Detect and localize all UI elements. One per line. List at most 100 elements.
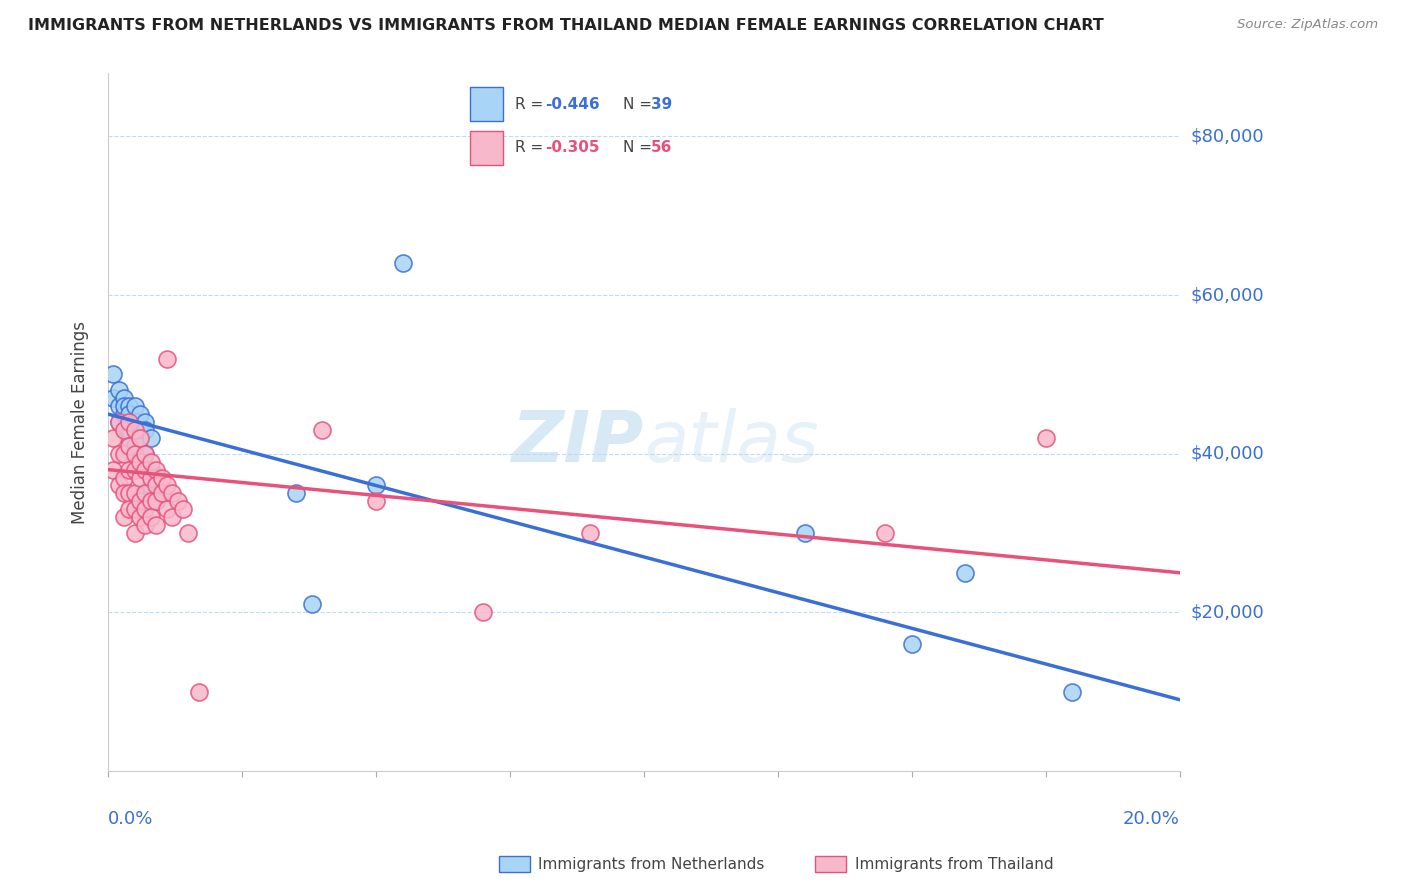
Point: [129, 407, 152, 421]
Point: [301, 598, 323, 612]
Point: [188, 684, 211, 698]
Point: [118, 423, 141, 437]
Point: [145, 494, 167, 508]
Text: $80,000: $80,000: [1191, 128, 1264, 145]
Point: [112, 470, 135, 484]
Point: [145, 478, 167, 492]
Point: [1062, 684, 1084, 698]
Point: [284, 486, 307, 500]
Point: [900, 637, 922, 651]
Point: [124, 415, 146, 429]
Point: [124, 415, 146, 429]
Point: [112, 423, 135, 437]
Point: [793, 526, 815, 541]
Point: [150, 486, 173, 500]
Point: [103, 368, 125, 382]
Point: [129, 510, 152, 524]
Point: [124, 526, 146, 541]
Point: [107, 415, 129, 429]
Point: [118, 407, 141, 421]
Point: [145, 470, 167, 484]
Text: $60,000: $60,000: [1191, 286, 1264, 304]
Point: [150, 470, 173, 484]
Point: [107, 478, 129, 492]
Point: [124, 423, 146, 437]
Point: [118, 431, 141, 445]
Text: 0.0%: 0.0%: [108, 810, 153, 828]
Point: [124, 447, 146, 461]
Point: [129, 494, 152, 508]
Point: [129, 431, 152, 445]
Point: [156, 502, 179, 516]
Point: [873, 526, 896, 541]
Point: [107, 447, 129, 461]
Point: [103, 431, 125, 445]
Point: [134, 462, 156, 476]
Text: Immigrants from Netherlands: Immigrants from Netherlands: [538, 857, 765, 871]
Point: [112, 486, 135, 500]
Point: [124, 486, 146, 500]
Text: $20,000: $20,000: [1191, 603, 1264, 622]
Point: [156, 478, 179, 492]
Point: [311, 423, 333, 437]
Point: [134, 423, 156, 437]
Point: [129, 470, 152, 484]
Point: [166, 494, 188, 508]
Point: [139, 462, 162, 476]
Point: [579, 526, 602, 541]
Point: [118, 415, 141, 429]
Point: [391, 256, 413, 270]
Point: [139, 455, 162, 469]
Point: [118, 502, 141, 516]
Point: [150, 486, 173, 500]
Point: [124, 502, 146, 516]
Point: [364, 478, 387, 492]
Point: [139, 510, 162, 524]
Point: [118, 399, 141, 413]
Point: [139, 494, 162, 508]
Text: ZIP: ZIP: [512, 409, 644, 477]
Point: [156, 351, 179, 366]
Point: [139, 431, 162, 445]
Point: [124, 423, 146, 437]
Point: [124, 439, 146, 453]
Point: [129, 423, 152, 437]
Point: [112, 407, 135, 421]
Point: [139, 478, 162, 492]
Point: [1035, 431, 1057, 445]
Point: [124, 399, 146, 413]
Point: [112, 447, 135, 461]
Point: [107, 415, 129, 429]
Text: IMMIGRANTS FROM NETHERLANDS VS IMMIGRANTS FROM THAILAND MEDIAN FEMALE EARNINGS C: IMMIGRANTS FROM NETHERLANDS VS IMMIGRANT…: [28, 18, 1104, 33]
Point: [103, 391, 125, 405]
Point: [364, 494, 387, 508]
Point: [129, 455, 152, 469]
Point: [134, 518, 156, 533]
Point: [112, 510, 135, 524]
Point: [177, 526, 200, 541]
Point: [103, 462, 125, 476]
Point: [145, 462, 167, 476]
Text: Immigrants from Thailand: Immigrants from Thailand: [855, 857, 1053, 871]
Point: [145, 518, 167, 533]
Point: [162, 510, 184, 524]
Point: [472, 606, 495, 620]
Point: [118, 439, 141, 453]
Point: [129, 431, 152, 445]
Point: [145, 494, 167, 508]
Text: Source: ZipAtlas.com: Source: ZipAtlas.com: [1237, 18, 1378, 31]
Point: [172, 502, 194, 516]
Point: [118, 415, 141, 429]
Text: $40,000: $40,000: [1191, 445, 1264, 463]
Point: [139, 470, 162, 484]
Point: [162, 486, 184, 500]
Point: [124, 462, 146, 476]
Point: [134, 447, 156, 461]
Point: [134, 415, 156, 429]
Point: [107, 399, 129, 413]
Text: 20.0%: 20.0%: [1123, 810, 1180, 828]
Point: [112, 391, 135, 405]
Point: [112, 423, 135, 437]
Point: [118, 486, 141, 500]
Point: [134, 447, 156, 461]
